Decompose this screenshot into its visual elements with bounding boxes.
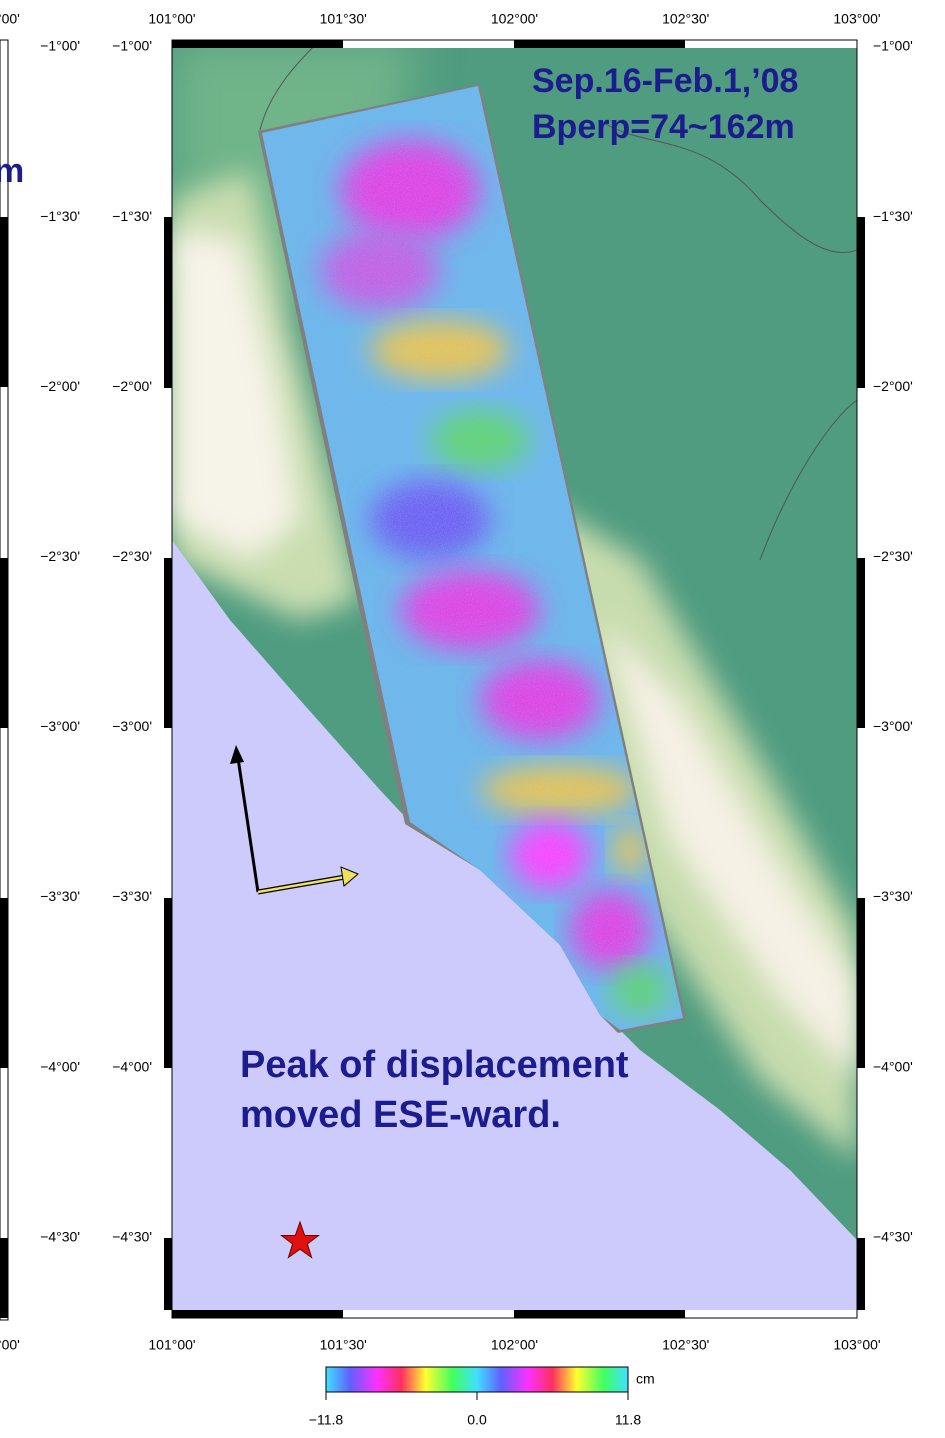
left-panel-frame-bar bbox=[0, 1238, 8, 1318]
lon-label-bottom: 102°00' bbox=[491, 1337, 538, 1353]
frame-bar bbox=[172, 40, 343, 48]
colorbar-tick-label: −11.8 bbox=[309, 1412, 344, 1428]
lon-label-top: 102°30' bbox=[662, 11, 709, 27]
left-panel-bottom-label: °00' bbox=[0, 1337, 20, 1353]
frame-bar bbox=[514, 40, 685, 48]
lat-label-right: −1°00' bbox=[873, 38, 913, 54]
frame-bar bbox=[857, 1238, 865, 1310]
colorbar-unit: cm bbox=[636, 1371, 655, 1387]
frame-bar bbox=[164, 217, 172, 388]
frame-bar bbox=[164, 898, 172, 1068]
lon-label-top: 101°00' bbox=[148, 11, 195, 27]
lat-label-left-panel: −4°30' bbox=[40, 1228, 80, 1244]
lat-label-right: −4°30' bbox=[873, 1228, 913, 1244]
left-panel-top-label: °00' bbox=[0, 11, 20, 27]
lon-label-top: 102°00' bbox=[491, 11, 538, 27]
lon-label-top: 103°00' bbox=[833, 11, 880, 27]
frame-bar bbox=[164, 1238, 172, 1310]
frame-bar bbox=[172, 1310, 343, 1318]
left-panel-frame-bar bbox=[0, 217, 8, 387]
colorbar-tick-label: 0.0 bbox=[467, 1412, 487, 1428]
colorbar-tick-label: 11.8 bbox=[615, 1412, 641, 1428]
lat-label-right: −2°30' bbox=[873, 548, 913, 564]
left-panel-frame-bar bbox=[0, 558, 8, 728]
lat-label-left: −1°00' bbox=[112, 38, 152, 54]
frame-bar bbox=[514, 1310, 685, 1318]
peak-annotation: Peak of displacement bbox=[240, 1044, 629, 1086]
lat-label-right: −4°00' bbox=[873, 1058, 913, 1074]
lat-label-left: −4°30' bbox=[112, 1228, 152, 1244]
left-panel-frame-bar bbox=[0, 898, 8, 1068]
frame-bar bbox=[857, 558, 865, 728]
lon-label-top: 101°30' bbox=[320, 11, 367, 27]
lat-label-left: −2°00' bbox=[112, 378, 152, 394]
lat-label-right: −2°00' bbox=[873, 378, 913, 394]
colorbar bbox=[326, 1367, 628, 1392]
lat-label-left: −1°30' bbox=[112, 208, 152, 224]
baseline-annotation: Bperp=74~162m bbox=[532, 108, 795, 146]
lat-label-right: −1°30' bbox=[873, 208, 913, 224]
lat-label-left-panel: −1°00' bbox=[40, 38, 80, 54]
lat-label-left: −2°30' bbox=[112, 548, 152, 564]
lat-label-left-panel: −2°00' bbox=[40, 378, 80, 394]
lon-label-bottom: 101°30' bbox=[320, 1337, 367, 1353]
frame-bar bbox=[164, 558, 172, 728]
lon-label-bottom: 102°30' bbox=[662, 1337, 709, 1353]
dates-annotation: Sep.16-Feb.1,’08 bbox=[532, 62, 798, 100]
lat-label-right: −3°00' bbox=[873, 718, 913, 734]
peak-annotation: moved ESE-ward. bbox=[240, 1094, 561, 1136]
lat-label-left: −3°30' bbox=[112, 888, 152, 904]
frame-bar bbox=[857, 217, 865, 388]
lat-label-left: −3°00' bbox=[112, 718, 152, 734]
lat-label-left-panel: −2°30' bbox=[40, 548, 80, 564]
body: Sep.16-Feb.1,’08 Bperp=74~162m Peak of d… bbox=[0, 0, 945, 1438]
lat-label-left-panel: −1°30' bbox=[40, 208, 80, 224]
figure: Sep.16-Feb.1,’08 Bperp=74~162m Peak of d… bbox=[0, 0, 945, 1438]
page: InSAR interferogram map {"left_panel": {… bbox=[0, 0, 945, 1438]
lon-label-bottom: 101°00' bbox=[148, 1337, 195, 1353]
left-panel-annotation: m bbox=[0, 152, 24, 190]
lat-label-left-panel: −3°00' bbox=[40, 718, 80, 734]
lat-label-left-panel: −3°30' bbox=[40, 888, 80, 904]
lat-label-right: −3°30' bbox=[873, 888, 913, 904]
frame-bar bbox=[857, 898, 865, 1068]
lat-label-left: −4°00' bbox=[112, 1058, 152, 1074]
lon-label-bottom: 103°00' bbox=[833, 1337, 880, 1353]
lat-label-left-panel: −4°00' bbox=[40, 1058, 80, 1074]
